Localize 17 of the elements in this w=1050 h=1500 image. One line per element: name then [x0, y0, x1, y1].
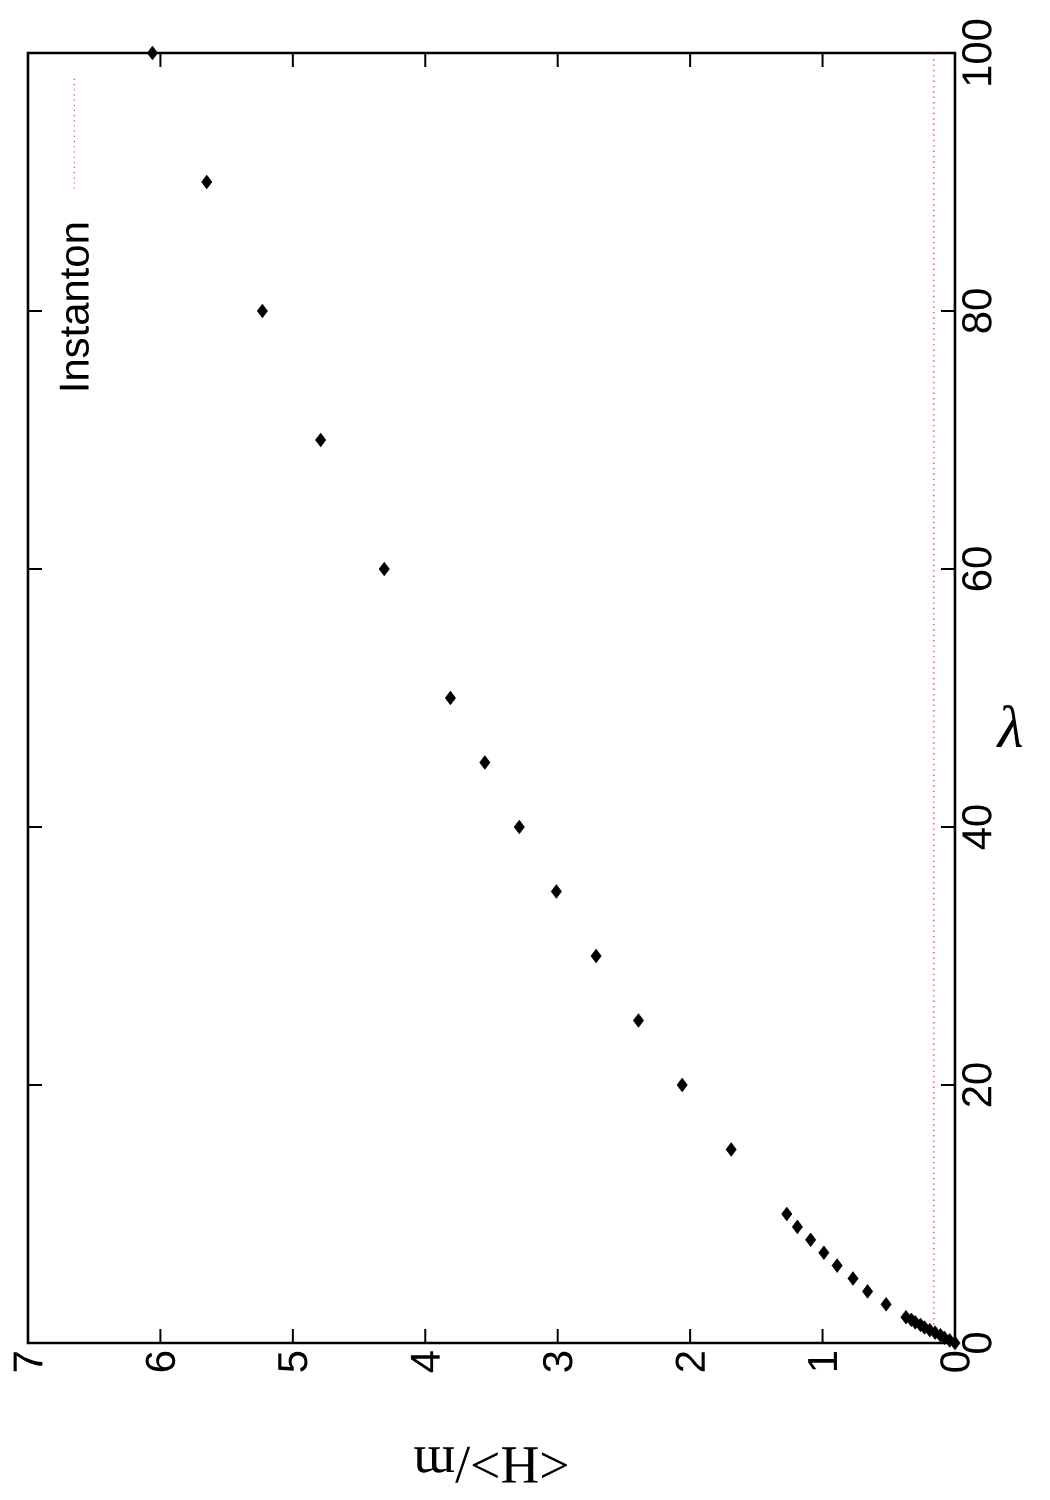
- x-tick-label: 7: [13, 1352, 43, 1372]
- y-tick-label: 60: [962, 547, 992, 591]
- y-tick-label: 100: [962, 19, 992, 85]
- x-tick-label: 4: [410, 1351, 440, 1373]
- x-tick-label: 3: [542, 1351, 573, 1372]
- x-tick-label: 2: [675, 1352, 705, 1372]
- y-tick-label: 80: [962, 289, 992, 333]
- x-tick-label: 0: [940, 1351, 970, 1372]
- y-tick-label: 0: [962, 1333, 992, 1354]
- y-axis-title: λ: [996, 705, 1023, 748]
- x-tick-label: 6: [145, 1351, 176, 1372]
- x-axis-title: <H>/m: [414, 1446, 567, 1483]
- y-tick-label: 20: [962, 1063, 992, 1107]
- x-tick-label: 1: [808, 1352, 837, 1371]
- text: Instanton: [59, 223, 89, 390]
- x-tick-label: 5: [278, 1351, 308, 1372]
- y-tick-label: 40: [962, 805, 992, 850]
